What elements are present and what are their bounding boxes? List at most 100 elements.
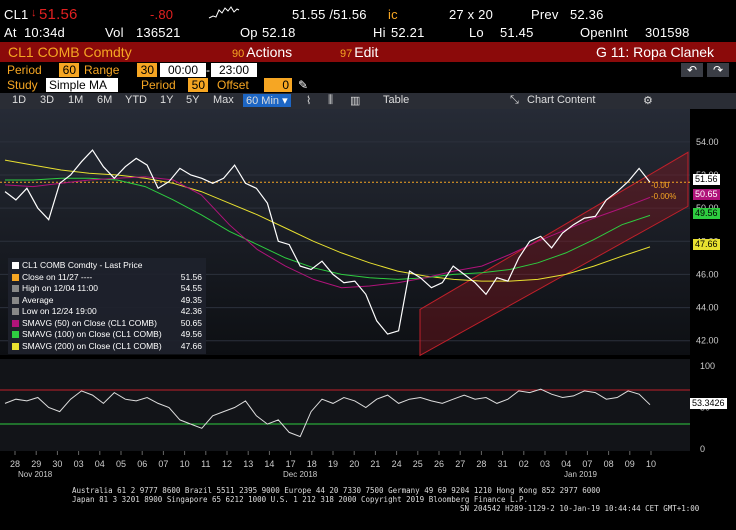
bid-ask: 51.55 /51.56 xyxy=(292,7,367,22)
range-3d[interactable]: 3D xyxy=(40,94,55,106)
sma100-tag: 49.56 xyxy=(693,208,720,219)
date-tick-29: 09 xyxy=(625,459,635,469)
trend-channel xyxy=(419,151,689,357)
price-tick-5: 44.00 xyxy=(696,303,719,313)
open-interest-label: OpenInt xyxy=(580,25,628,40)
range-1m[interactable]: 1M xyxy=(68,94,84,106)
bid-ask-size: 27 x 20 xyxy=(449,7,494,22)
study-row: Study Simple MA Period 50 Offset 0 ✎ xyxy=(0,78,736,94)
legend-item[interactable]: Low on 12/24 19:00 42.36 xyxy=(12,306,202,318)
sma50-line xyxy=(4,176,651,289)
range-field[interactable]: 30 xyxy=(137,63,157,77)
chart-content-button[interactable]: Chart Content xyxy=(527,94,596,106)
date-axis: 28 29 30 03 04 05 06 07 10 11 12 13 14 17 18 19 20 21 24 25… xyxy=(10,451,656,469)
change-annotation: -0.00 xyxy=(651,181,670,190)
axis-panel-bg xyxy=(690,109,736,451)
legend-label: SMAVG (100) on Close (CL1 COMB) xyxy=(22,329,162,339)
high-price: 52.21 xyxy=(391,25,425,40)
line-chart-icon[interactable]: ⌇ xyxy=(306,95,312,107)
offset-field[interactable]: 0 xyxy=(264,78,292,92)
sparkline-icon xyxy=(208,6,240,19)
bid-ask-suffix: ic xyxy=(388,7,398,22)
legend-value: 50.65 xyxy=(180,317,202,328)
legend-swatch xyxy=(12,331,19,339)
date-tick-11: 13 xyxy=(243,459,253,469)
sma100-line xyxy=(5,177,651,280)
high-label: Hi xyxy=(373,25,386,40)
legend-item[interactable]: CL1 COMB Comdty - Last Price xyxy=(12,260,202,272)
bar-chart-icon[interactable]: ▥ xyxy=(350,95,361,107)
date-tick-3: 03 xyxy=(74,459,84,469)
date-tick-20: 26 xyxy=(434,459,444,469)
osc-tick-2: 0 xyxy=(700,444,705,454)
date-tick-9: 11 xyxy=(201,459,210,469)
date-tick-28: 08 xyxy=(604,459,614,469)
range-ytd[interactable]: YTD xyxy=(125,94,147,106)
edit-menu[interactable]: 97 Edit xyxy=(340,44,378,60)
sma200-tag: 47.66 xyxy=(693,239,720,250)
date-tick-14: 18 xyxy=(307,459,317,469)
footer-line-2: Japan 81 3 3201 8900 Singapore 65 6212 1… xyxy=(72,495,529,504)
legend-value: 49.35 xyxy=(180,294,202,305)
open-label: Op xyxy=(240,25,258,40)
legend-value: 49.56 xyxy=(180,329,202,339)
date-tick-16: 20 xyxy=(349,459,359,469)
legend-value: 51.56 xyxy=(180,271,202,282)
legend-item[interactable]: Average 49.35 xyxy=(12,295,202,307)
legend-item[interactable]: High on 12/04 11:00 54.55 xyxy=(12,283,202,295)
range-1d[interactable]: 1D xyxy=(12,94,27,106)
legend-swatch xyxy=(12,319,19,327)
footer-line-3: SN 204542 H289-1129-2 10-Jan-19 10:44:44… xyxy=(460,504,700,513)
price-tick-6: 42.00 xyxy=(696,336,719,346)
chart-legend[interactable]: CL1 COMB Comdty - Last Price Close on 11/… xyxy=(8,258,206,354)
legend-label: SMAVG (50) on Close (CL1 COMB) xyxy=(22,317,157,328)
study-label: Study xyxy=(7,78,38,92)
range-start-time[interactable]: 00:00 xyxy=(160,63,206,77)
last-price-tag: 51.56 xyxy=(693,174,720,185)
security-name: CL1 COMB Comdty xyxy=(8,44,132,60)
pencil-icon[interactable]: ✎ xyxy=(298,78,309,92)
range-max[interactable]: Max xyxy=(213,94,234,106)
range-end-time[interactable]: 23:00 xyxy=(211,63,257,77)
study-period-field[interactable]: 50 xyxy=(188,78,208,92)
period-row: Period 60 Range 30 00:00 - 23:00 ↶ ↷ xyxy=(0,63,736,79)
low-price: 51.45 xyxy=(500,25,534,40)
legend-swatch xyxy=(12,342,19,350)
legend-item[interactable]: SMAVG (100) on Close (CL1 COMB) 49.56 xyxy=(12,329,202,341)
osc-tick-0: 100 xyxy=(700,361,715,371)
study-select[interactable]: Simple MA xyxy=(46,78,118,92)
legend-label: Close on 11/27 ---- xyxy=(22,271,93,282)
date-tick-10: 12 xyxy=(222,459,232,469)
table-button[interactable]: Table xyxy=(383,94,410,106)
range-6m[interactable]: 6M xyxy=(97,94,113,106)
legend-item[interactable]: Close on 11/27 ---- 51.56 xyxy=(12,272,202,284)
range-1y[interactable]: 1Y xyxy=(160,94,174,106)
legend-item[interactable]: SMAVG (50) on Close (CL1 COMB) 50.65 xyxy=(12,318,202,330)
legend-label: High on 12/04 11:00 xyxy=(22,283,98,293)
ticker: CL1 xyxy=(4,7,29,22)
price-tick-0: 54.00 xyxy=(696,137,719,147)
legend-value: 54.55 xyxy=(180,283,202,293)
chart-content-icon[interactable]: ⤡ xyxy=(510,94,519,106)
offset-label: Offset xyxy=(217,78,249,92)
date-tick-8: 10 xyxy=(180,459,190,469)
interval-label: 60 Min xyxy=(246,95,280,107)
candle-chart-icon[interactable]: ⫼ xyxy=(328,94,334,106)
period-field[interactable]: 60 xyxy=(59,63,79,77)
date-tick-5: 05 xyxy=(116,459,126,469)
range-5y[interactable]: 5Y xyxy=(186,94,200,106)
legend-swatch xyxy=(12,262,19,270)
redo-icon[interactable]: ↷ xyxy=(707,63,729,77)
legend-swatch xyxy=(12,273,19,281)
undo-icon[interactable]: ↶ xyxy=(681,63,703,77)
period-label: Period xyxy=(7,63,42,77)
settings-icon[interactable]: ⚙ xyxy=(643,95,653,107)
legend-item[interactable]: SMAVG (200) on Close (CL1 COMB) 47.66 xyxy=(12,341,202,353)
open-price: 52.18 xyxy=(262,25,296,40)
date-tick-21: 27 xyxy=(455,459,465,469)
date-tick-7: 07 xyxy=(158,459,168,469)
actions-menu[interactable]: 90 Actions xyxy=(232,44,292,60)
last-time: 10:34d xyxy=(24,25,65,40)
interval-select[interactable]: 60 Min ▾ xyxy=(243,94,291,107)
last-price: 51.56 xyxy=(39,6,78,23)
